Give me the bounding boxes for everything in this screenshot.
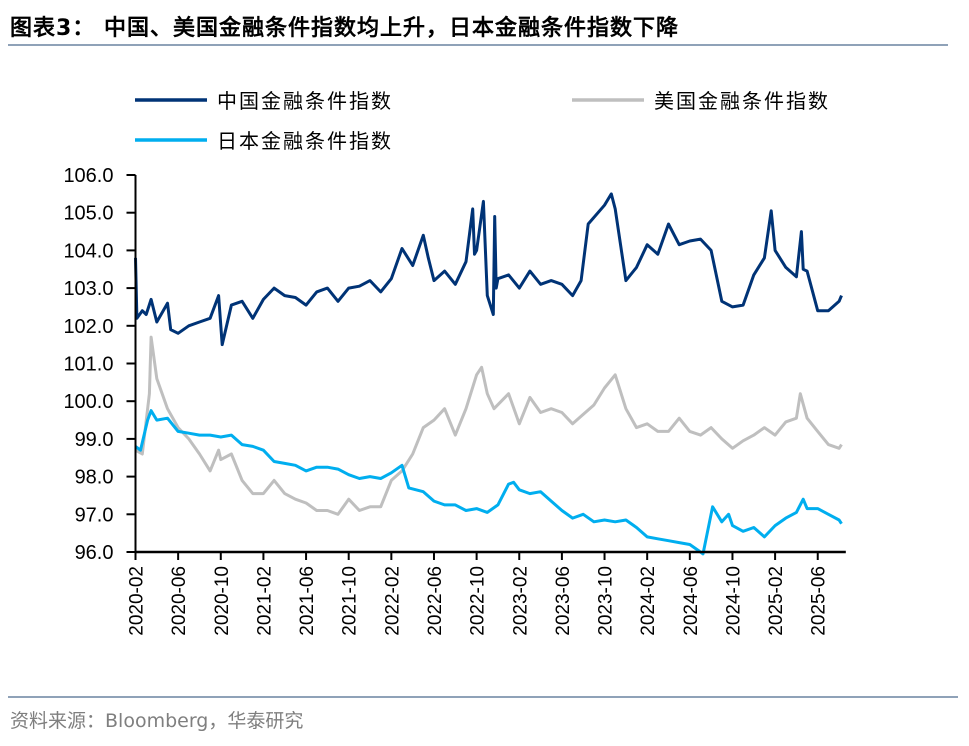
- x-tick-label: 2020-02: [127, 566, 148, 636]
- y-tick-label: 98.0: [75, 467, 114, 489]
- y-tick-label: 106.0: [63, 165, 113, 187]
- x-tick-label: 2022-02: [382, 566, 403, 636]
- legend-label-1: 美国金融条件指数: [654, 89, 830, 113]
- y-tick-label: 102.0: [63, 316, 113, 338]
- x-tick-label: 2020-10: [212, 566, 233, 636]
- series-line-0: [134, 192, 843, 347]
- x-tick-label: 2021-06: [297, 566, 318, 636]
- x-tick-label: 2023-02: [510, 566, 531, 636]
- series-line-1: [134, 335, 843, 516]
- axes: 96.0 97.0 98.0 99.0 100.0 101.0 102.0 103.0 104.…: [63, 165, 846, 636]
- x-tick-label: 2023-10: [596, 566, 617, 636]
- chart-title: 图表3： 中国、美国金融条件指数均上升，日本金融条件指数下降: [10, 16, 679, 41]
- x-tick-label: 2024-10: [723, 566, 744, 636]
- x-tick-label: 2025-06: [809, 566, 830, 636]
- x-tick-label: 2025-02: [766, 566, 787, 636]
- legend-label-2: 日本金融条件指数: [217, 129, 393, 153]
- y-tick-label: 103.0: [63, 278, 113, 300]
- y-tick-label: 96.0: [75, 542, 114, 564]
- x-tick-label: 2021-10: [340, 566, 361, 636]
- source-note: 资料来源：Bloomberg，华泰研究: [10, 710, 304, 732]
- x-tick-label: 2020-06: [169, 566, 190, 636]
- x-tick-label: 2022-10: [468, 566, 489, 636]
- y-tick-label: 105.0: [63, 203, 113, 225]
- x-tick-label: 2021-02: [254, 566, 275, 636]
- series-line-2: [134, 409, 843, 556]
- x-tick-label: 2022-06: [425, 566, 446, 636]
- y-tick-label: 101.0: [63, 354, 113, 376]
- y-tick-label: 99.0: [75, 429, 114, 451]
- x-tick-label: 2024-06: [681, 566, 702, 636]
- x-tick-label: 2023-06: [553, 566, 574, 636]
- x-tick-label: 2024-02: [638, 566, 659, 636]
- y-tick-label: 100.0: [63, 391, 113, 413]
- y-tick-label: 104.0: [63, 240, 113, 262]
- legend-label-0: 中国金融条件指数: [217, 89, 393, 113]
- series-lines: [134, 192, 843, 556]
- y-tick-label: 97.0: [75, 504, 114, 526]
